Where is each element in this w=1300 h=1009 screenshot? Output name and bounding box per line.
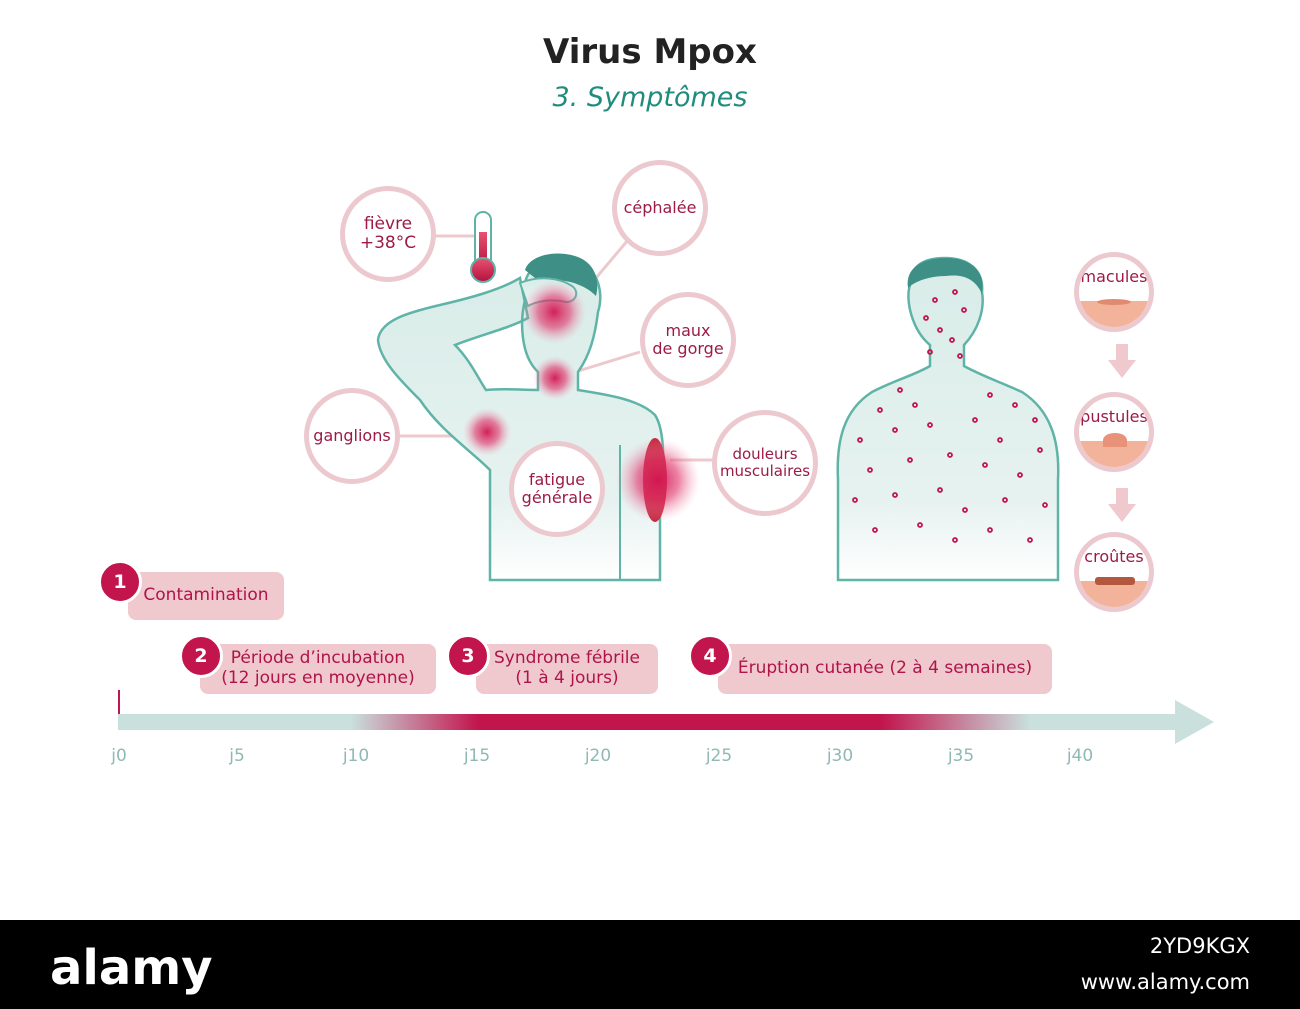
- rash-person-figure: [836, 256, 1060, 582]
- step-3-label: Syndrome fébrile (1 à 4 jours): [476, 644, 658, 694]
- stage-macules: macules: [1074, 252, 1154, 332]
- symptom-douleurs: douleurs musculaires: [712, 410, 818, 516]
- croutes-skin-icon: [1079, 581, 1149, 607]
- symptom-fievre: fièvre +38°C: [340, 186, 436, 282]
- macules-skin-icon: [1079, 301, 1149, 327]
- symptom-ganglions: ganglions: [304, 388, 400, 484]
- tick-j10: j10: [342, 746, 370, 766]
- symptom-cephalee: céphalée: [612, 160, 708, 256]
- timeline-axis: [118, 690, 1214, 744]
- tick-j0: j0: [111, 746, 127, 766]
- tick-j30: j30: [826, 746, 854, 766]
- watermark-footer: alamy 2YD9KGX www.alamy.com: [0, 920, 1300, 1009]
- tick-j20: j20: [584, 746, 612, 766]
- thermometer-icon: [470, 211, 496, 283]
- step-4-label: Éruption cutanée (2 à 4 semaines): [718, 644, 1052, 694]
- page-title: Virus Mpox: [543, 32, 757, 72]
- tick-j5: j5: [229, 746, 245, 766]
- stage-croutes: croûtes: [1074, 532, 1154, 612]
- stage-pustules: pustules: [1074, 392, 1154, 472]
- stage-arrows: [1108, 344, 1136, 522]
- tick-j25: j25: [705, 746, 733, 766]
- alamy-logo: alamy: [50, 940, 213, 996]
- step-2-label: Période d’incubation (12 jours en moyenn…: [200, 644, 436, 694]
- step-1-label: Contamination: [128, 572, 284, 620]
- symptom-fatigue: fatigue générale: [509, 441, 605, 537]
- rash-spots: [852, 289, 1048, 543]
- site-url: www.alamy.com: [1080, 970, 1250, 994]
- step-2-badge: 2: [179, 634, 223, 678]
- tick-j40: j40: [1066, 746, 1094, 766]
- symptom-maux-gorge: maux de gorge: [640, 292, 736, 388]
- tick-j15: j15: [463, 746, 491, 766]
- step-1-badge: 1: [98, 560, 142, 604]
- step-4-badge: 4: [688, 634, 732, 678]
- page-subtitle: 3. Symptômes: [552, 82, 748, 113]
- image-id: 2YD9KGX: [1149, 934, 1250, 958]
- step-3-badge: 3: [446, 634, 490, 678]
- tick-j35: j35: [947, 746, 975, 766]
